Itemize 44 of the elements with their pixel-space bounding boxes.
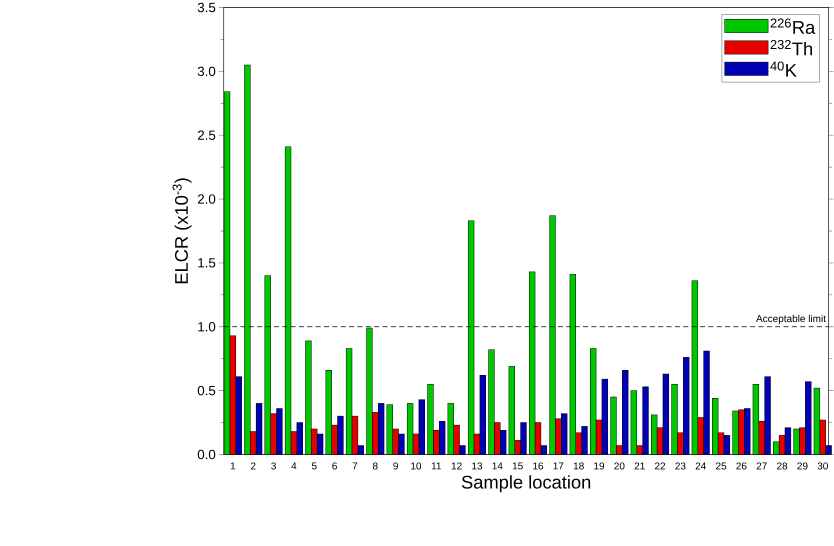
y-tick-label: 3.5 <box>198 2 216 12</box>
x-tick-label: 20 <box>614 462 625 470</box>
x-tick-label: 22 <box>654 462 666 470</box>
x-tick-label: 19 <box>594 462 604 470</box>
y-tick-label: 2.5 <box>198 130 216 140</box>
x-tick-label: 11 <box>432 462 441 470</box>
x-tick-label: 18 <box>574 462 584 470</box>
x-tick-label: 2 <box>250 462 256 470</box>
ref-line-label: Acceptable limit <box>756 314 826 324</box>
x-tick-label: 30 <box>818 462 828 470</box>
x-tick-label: 25 <box>716 462 726 470</box>
x-tick-label: 5 <box>312 462 317 470</box>
x-tick-label: 28 <box>777 462 788 470</box>
x-tick-label: 16 <box>533 462 544 470</box>
x-tick-label: 27 <box>756 462 767 470</box>
x-tick-label: 26 <box>736 462 747 470</box>
y-tick-label: 2.0 <box>198 194 216 204</box>
x-tick-label: 10 <box>411 462 422 470</box>
x-tick-label: 7 <box>352 462 358 470</box>
legend-label: $^{40}$K <box>770 61 797 76</box>
x-tick-label: 4 <box>291 462 296 470</box>
legend-label: $^{226}$Ra <box>770 18 816 34</box>
legend-label: $^{232}$Th <box>770 40 812 55</box>
x-tick-label: 17 <box>554 462 564 470</box>
y-tick-label: 3.0 <box>198 66 216 76</box>
x-tick-label: 15 <box>512 462 523 470</box>
x-tick-label: 9 <box>393 462 398 470</box>
x-tick-label: 3 <box>271 462 276 470</box>
x-tick-label: 24 <box>696 462 706 470</box>
y-tick-label: 1.5 <box>198 258 216 268</box>
y-axis-title: ELCR (x10$^{-3}$) <box>172 178 192 283</box>
y-tick-label: 1.0 <box>198 322 216 332</box>
x-tick-label: 1 <box>230 462 236 470</box>
x-axis-title: Sample location <box>462 475 590 492</box>
y-tick-label: 0.0 <box>198 450 216 459</box>
x-tick-label: 6 <box>332 462 337 470</box>
x-tick-label: 13 <box>472 462 482 470</box>
x-tick-label: 8 <box>372 462 378 470</box>
x-tick-label: 14 <box>492 462 503 470</box>
x-tick-label: 23 <box>675 462 686 470</box>
x-tick-label: 21 <box>634 462 645 470</box>
y-tick-label: 0.5 <box>198 386 216 396</box>
x-tick-label: 29 <box>797 462 808 470</box>
x-tick-label: 12 <box>452 462 462 470</box>
